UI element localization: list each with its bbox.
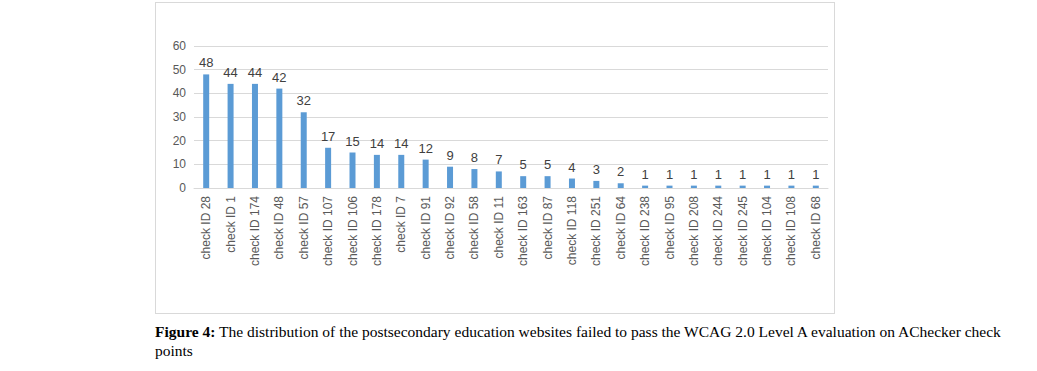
svg-text:12: 12 — [418, 141, 432, 156]
svg-text:7: 7 — [495, 152, 502, 167]
svg-text:44: 44 — [223, 65, 237, 80]
svg-text:check ID 238: check ID 238 — [638, 196, 652, 266]
svg-text:check ID 28: check ID 28 — [199, 196, 213, 260]
svg-text:44: 44 — [248, 65, 262, 80]
svg-text:40: 40 — [173, 86, 187, 100]
svg-text:0: 0 — [179, 181, 186, 195]
svg-text:1: 1 — [788, 167, 795, 182]
svg-text:check ID 64: check ID 64 — [614, 196, 628, 260]
svg-text:9: 9 — [446, 148, 453, 163]
svg-text:check ID 95: check ID 95 — [663, 196, 677, 260]
svg-text:check ID 244: check ID 244 — [711, 196, 725, 266]
svg-text:check ID 57: check ID 57 — [297, 196, 311, 260]
svg-text:check ID 178: check ID 178 — [370, 196, 384, 266]
svg-text:check ID 208: check ID 208 — [687, 196, 701, 266]
svg-text:1: 1 — [715, 167, 722, 182]
svg-text:10: 10 — [173, 157, 187, 171]
svg-text:5: 5 — [544, 157, 551, 172]
svg-text:50: 50 — [173, 63, 187, 77]
svg-text:check ID 174: check ID 174 — [248, 196, 262, 266]
svg-text:30: 30 — [173, 110, 187, 124]
svg-text:check ID 107: check ID 107 — [321, 196, 335, 266]
svg-text:check ID 108: check ID 108 — [784, 196, 798, 266]
svg-text:check ID 163: check ID 163 — [516, 196, 530, 266]
svg-text:4: 4 — [568, 160, 575, 175]
svg-text:32: 32 — [296, 93, 310, 108]
svg-text:14: 14 — [370, 136, 384, 151]
svg-text:check ID 106: check ID 106 — [346, 196, 360, 266]
svg-text:20: 20 — [173, 134, 187, 148]
svg-text:14: 14 — [394, 136, 408, 151]
svg-text:8: 8 — [471, 150, 478, 165]
svg-text:17: 17 — [321, 129, 335, 144]
svg-text:2: 2 — [617, 164, 624, 179]
svg-text:1: 1 — [739, 167, 746, 182]
svg-text:check ID 104: check ID 104 — [760, 196, 774, 266]
svg-text:1: 1 — [763, 167, 770, 182]
svg-text:check ID 11: check ID 11 — [492, 196, 506, 259]
svg-text:5: 5 — [520, 157, 527, 172]
svg-text:check ID 68: check ID 68 — [809, 196, 823, 260]
svg-text:check ID 87: check ID 87 — [541, 196, 555, 260]
svg-text:3: 3 — [593, 162, 600, 177]
svg-text:check ID 7: check ID 7 — [394, 196, 408, 253]
svg-text:check ID 1: check ID 1 — [224, 196, 238, 253]
svg-text:48: 48 — [199, 55, 213, 70]
svg-text:check ID 91: check ID 91 — [419, 196, 433, 260]
svg-text:check ID 118: check ID 118 — [565, 196, 579, 265]
svg-text:1: 1 — [690, 167, 697, 182]
svg-text:check ID 48: check ID 48 — [272, 196, 286, 260]
svg-text:1: 1 — [641, 167, 648, 182]
svg-text:check ID 245: check ID 245 — [736, 196, 750, 266]
svg-text:15: 15 — [345, 134, 359, 149]
svg-text:check ID 58: check ID 58 — [467, 196, 481, 260]
html-text:Figure 4: The distribution of: Figure 4: The distribution of the postse… — [155, 323, 1001, 359]
svg-text:1: 1 — [812, 167, 819, 182]
svg-text:check ID 251: check ID 251 — [589, 196, 603, 266]
svg-text:check ID 92: check ID 92 — [443, 196, 457, 260]
svg-text:1: 1 — [666, 167, 673, 182]
svg-text:60: 60 — [173, 39, 187, 53]
svg-text:42: 42 — [272, 70, 286, 85]
